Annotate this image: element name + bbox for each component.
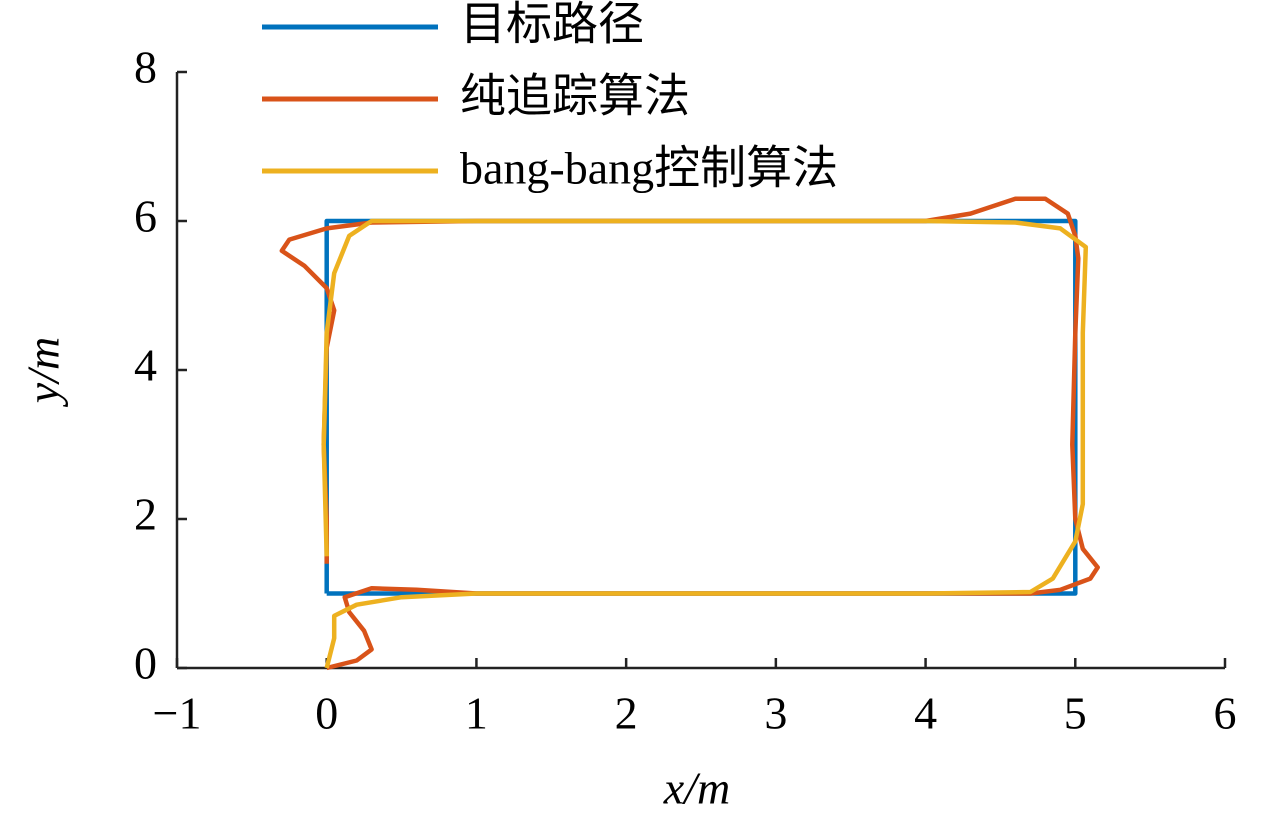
y-tick-label: 0 — [134, 638, 157, 689]
legend-label: 目标路径 — [460, 0, 644, 50]
x-tick-label: 2 — [615, 688, 638, 739]
x-axis-label: x/m — [663, 763, 730, 814]
legend-label: bang-bang控制算法 — [460, 143, 838, 194]
y-axis-label: y/m — [18, 337, 69, 407]
x-tick-label: 4 — [914, 688, 937, 739]
x-tick-label: 3 — [764, 688, 787, 739]
x-tick-label: 1 — [465, 688, 488, 739]
legend-label: 纯追踪算法 — [460, 71, 690, 122]
y-tick-label: 6 — [134, 191, 157, 242]
x-tick-label: 6 — [1214, 688, 1237, 739]
series-line — [321, 218, 1089, 669]
y-tick-label: 2 — [134, 489, 157, 540]
x-tick-label: 0 — [315, 688, 338, 739]
y-tick-label: 8 — [134, 42, 157, 93]
x-tick-label: −1 — [153, 688, 202, 739]
y-tick-label: 4 — [134, 340, 157, 391]
x-tick-label: 5 — [1064, 688, 1087, 739]
series-line — [279, 196, 1100, 671]
series-line — [324, 218, 1078, 596]
